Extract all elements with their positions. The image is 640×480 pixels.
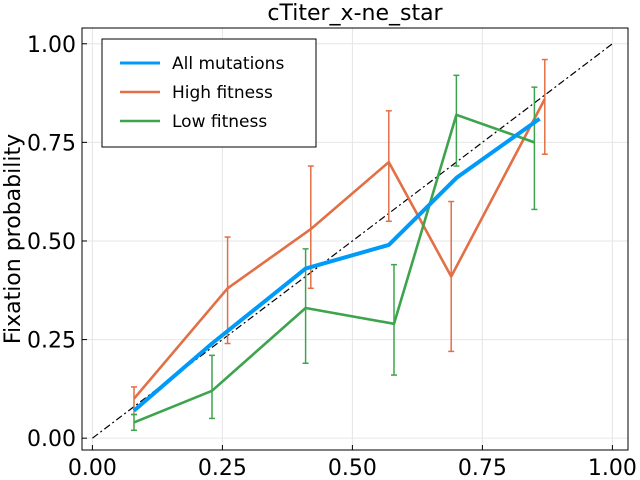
low-fitness-series	[131, 74, 538, 432]
y-tick-label: 0.75	[27, 131, 76, 156]
legend: All mutations High fitness Low fitness	[101, 38, 317, 148]
high-fitness-legend-label: High fitness	[172, 83, 273, 103]
x-tick-label: 0.75	[458, 456, 507, 480]
all-mutations-legend-label: All mutations	[172, 54, 284, 74]
low-fitness-line	[133, 113, 535, 424]
all-mutations-line	[132, 117, 541, 413]
plot-frame	[81, 27, 629, 451]
y-tick-label: 0.50	[27, 230, 76, 255]
x-tick-label: 0.50	[328, 456, 377, 480]
all-mutations-series	[132, 117, 541, 413]
y-tick-label: 1.00	[27, 33, 76, 58]
y-tick-label: 0.00	[27, 427, 76, 452]
high-fitness-line	[133, 98, 546, 400]
y-axis-label: Fixation probability	[1, 134, 26, 344]
series-layer	[131, 58, 548, 432]
chart-title: cTiter_x-ne_star	[267, 1, 443, 26]
tick-layer: 0.00 0.25 0.50 0.75 1.00 0.00 0.25 0.50 0.75 1.00	[27, 33, 637, 480]
low-fitness-legend-label: Low fitness	[172, 112, 267, 132]
y-tick-label: 0.25	[27, 329, 76, 354]
x-tick-label: 1.00	[588, 456, 637, 480]
x-tick-label: 0.25	[198, 456, 247, 480]
x-tick-label: 0.00	[68, 456, 117, 480]
